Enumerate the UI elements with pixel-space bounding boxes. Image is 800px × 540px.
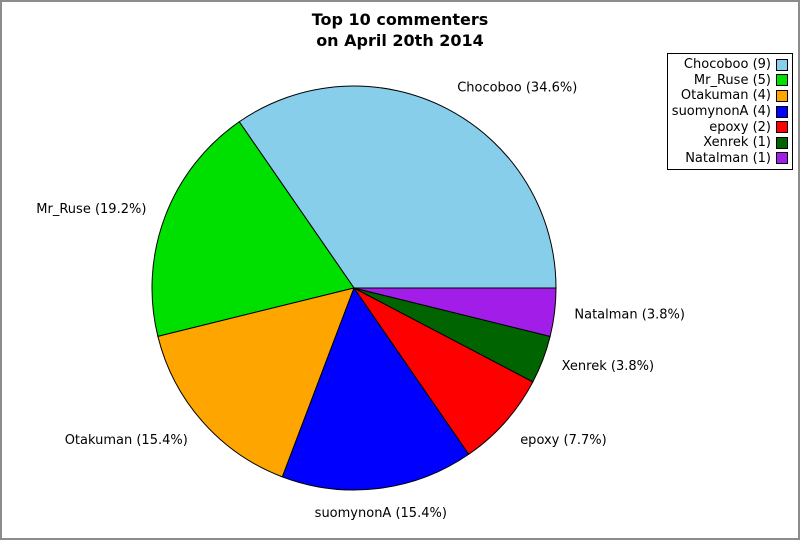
pie-slice-natalman	[353, 287, 557, 337]
pie-slice-label-suomynona: suomynonA (15.4%)	[315, 506, 447, 521]
legend-swatch	[776, 152, 788, 165]
pie-slice-otakuman	[157, 287, 355, 478]
pie-slice-epoxy	[353, 287, 534, 455]
legend-label: epoxy (2)	[709, 119, 771, 135]
legend-row: Xenrek (1)	[671, 135, 788, 151]
legend-row: Otakuman (4)	[671, 88, 788, 104]
chart-title-line1: Top 10 commenters	[311, 10, 489, 29]
legend-row: epoxy (2)	[671, 119, 788, 135]
legend-label: Otakuman (4)	[680, 88, 771, 104]
pie-slice-suomynona	[281, 286, 470, 491]
pie-slice-label-chocoboo: Chocoboo (34.6%)	[457, 80, 577, 95]
legend-label: Mr_Ruse (5)	[693, 72, 771, 88]
legend-row: suomynonA (4)	[671, 104, 788, 120]
chart-title-line2: on April 20th 2014	[316, 31, 484, 50]
pie-slice-label-epoxy: epoxy (7.7%)	[520, 433, 607, 448]
pie-slice-label-otakuman: Otakuman (15.4%)	[65, 433, 188, 448]
legend: Chocoboo (9) Mr_Ruse (5) Otakuman (4) suomy…	[667, 53, 793, 171]
legend-swatch	[776, 58, 788, 71]
legend-swatch	[776, 136, 788, 149]
pie-slice-label-mr_ruse: Mr_Ruse (19.2%)	[36, 202, 146, 217]
pie-slices-group	[151, 85, 557, 491]
legend-label: Xenrek (1)	[703, 135, 771, 151]
pie-labels-group: Chocoboo (34.6%) Mr_Ruse (19.2%) Otakuman …	[36, 80, 685, 521]
legend-swatch	[776, 89, 788, 102]
pie-slice-label-xenrek: Xenrek (3.8%)	[562, 359, 654, 374]
pie-slice-mr_ruse	[151, 121, 355, 337]
legend-row: Chocoboo (9)	[671, 57, 788, 73]
legend-label: Chocoboo (9)	[683, 57, 771, 73]
pie-slice-chocoboo	[238, 85, 557, 289]
legend-swatch	[776, 74, 788, 87]
chart-title: Top 10 commenters on April 20th 2014	[2, 9, 798, 51]
legend-label: suomynonA (4)	[671, 104, 771, 120]
legend-swatch	[776, 121, 788, 134]
legend-label: Natalman (1)	[685, 150, 771, 166]
legend-row: Natalman (1)	[671, 151, 788, 167]
legend-row: Mr_Ruse (5)	[671, 73, 788, 89]
pie-slice-label-natalman: Natalman (3.8%)	[574, 307, 685, 322]
legend-swatch	[776, 105, 788, 118]
